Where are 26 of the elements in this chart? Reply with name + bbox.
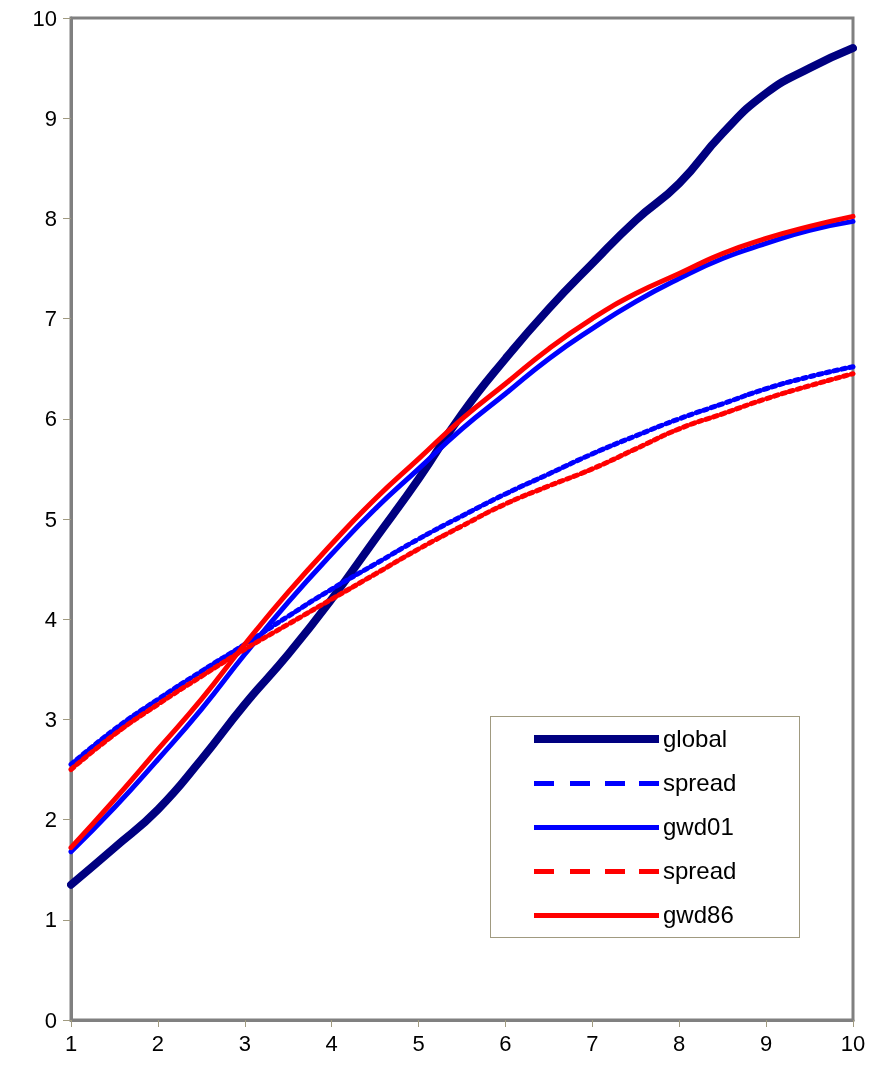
y-tick-label: 0	[44, 1007, 57, 1033]
x-tick-label: 4	[325, 1030, 338, 1056]
legend-label: gwd01	[663, 813, 734, 841]
x-tick-label: 3	[238, 1030, 251, 1056]
y-tick-label: 2	[44, 807, 57, 833]
x-tick-label: 5	[412, 1030, 425, 1056]
y-tick-label: 3	[44, 706, 57, 732]
x-tick-label: 2	[151, 1030, 165, 1056]
x-tick-label: 10	[840, 1030, 866, 1056]
y-tick-label: 8	[44, 205, 57, 231]
y-tick-label: 10	[32, 5, 57, 31]
y-tick-label: 5	[44, 506, 57, 532]
legend-label: spread	[663, 769, 737, 797]
y-tick-label: 4	[44, 606, 57, 632]
x-tick-label: 6	[499, 1030, 512, 1056]
x-tick-label: 7	[586, 1030, 599, 1056]
legend-label: spread	[663, 857, 737, 885]
y-tick-label: 1	[44, 907, 57, 933]
y-tick-label: 9	[44, 105, 57, 131]
legend-label: gwd86	[663, 901, 734, 929]
legend-label: global	[663, 725, 728, 753]
x-tick-label: 9	[759, 1030, 773, 1056]
x-tick-label: 8	[673, 1030, 686, 1056]
y-tick-label: 7	[44, 306, 57, 332]
x-tick-label: 1	[64, 1030, 78, 1056]
y-tick-label: 6	[44, 406, 57, 432]
